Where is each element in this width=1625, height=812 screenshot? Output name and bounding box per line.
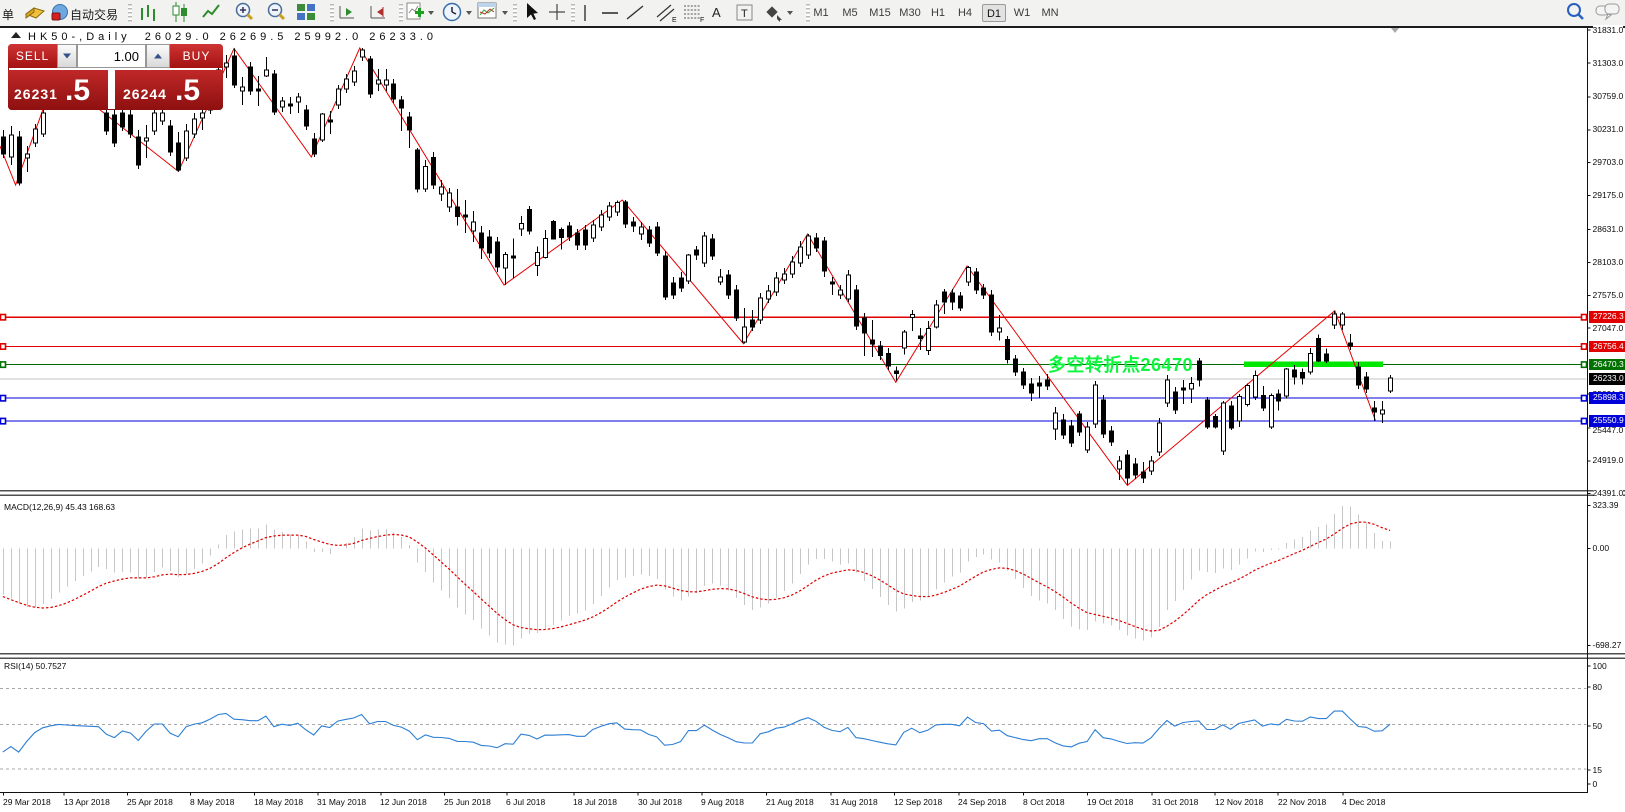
- svg-text:A: A: [712, 5, 721, 20]
- svg-text:F: F: [700, 17, 704, 24]
- svg-text:E: E: [672, 17, 677, 24]
- svg-text:T: T: [741, 8, 748, 20]
